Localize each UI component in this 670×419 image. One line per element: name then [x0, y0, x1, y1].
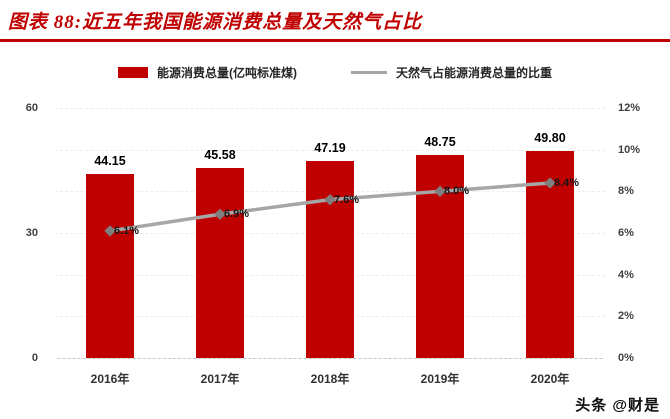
x-axis-label: 2020年: [530, 372, 570, 386]
line-value-label: 8.4%: [554, 177, 580, 189]
y-axis-left-tick: 60: [25, 102, 38, 114]
y-axis-left-tick: 30: [25, 227, 38, 239]
legend: 能源消费总量(亿吨标准煤) 天然气占能源消费总量的比重: [0, 64, 670, 81]
y-axis-right: 0% 2% 4% 6% 8% 10% 12%: [612, 102, 667, 364]
x-axis-label: 2017年: [200, 372, 240, 386]
y-axis-right-tick: 10%: [618, 143, 641, 156]
line-marker-icon: [104, 225, 116, 237]
watermark: 头条 @财是: [575, 397, 660, 414]
line-value-label: 6.9%: [224, 208, 250, 221]
bar-value-label: 45.58: [204, 148, 236, 163]
y-axis-right-tick: 8%: [618, 185, 634, 198]
chart-header: 图表 88:近五年我国能源消费总量及天然气占比: [0, 0, 670, 42]
bar-value-label: 47.19: [314, 141, 346, 156]
legend-line-label: 天然气占能源消费总量的比重: [395, 66, 552, 80]
x-axis-label: 2018年: [310, 372, 350, 386]
line-marker-icon: [324, 194, 336, 206]
y-axis-right-tick: 2%: [618, 310, 634, 323]
x-axis-label: 2016年: [90, 372, 130, 386]
legend-item-bar: 能源消费总量(亿吨标准煤): [117, 64, 297, 81]
y-axis-right-tick: 6%: [618, 227, 634, 239]
gridline: [55, 108, 605, 109]
legend-bar-label: 能源消费总量(亿吨标准煤): [156, 66, 297, 80]
line-marker-icon: [434, 185, 446, 197]
page-title: 图表 88:近五年我国能源消费总量及天然气占比: [8, 12, 423, 33]
line-value-label: 7.6%: [334, 193, 360, 206]
bar: [86, 174, 134, 358]
trend-line: [104, 177, 556, 237]
plot-area: 44.15 2016年 45.58 2017年 47.19 2018年 48.75 2019年…: [55, 108, 605, 386]
line-value-label: 6.1%: [114, 224, 140, 237]
bar: [196, 168, 244, 358]
x-axis-label: 2019年: [420, 372, 460, 386]
y-axis-left: 0 30 60: [0, 102, 48, 364]
y-axis-right-tick: 0%: [618, 352, 634, 364]
bar-value-label: 48.75: [424, 134, 456, 149]
bar-value-label: 44.15: [94, 154, 126, 169]
y-axis-left-tick: 0: [31, 352, 38, 364]
bar-swatch-icon: [117, 67, 148, 78]
gridline: [55, 149, 605, 151]
header-underline: [0, 39, 670, 42]
line-swatch-icon: [350, 71, 387, 74]
y-axis-right-tick: 12%: [618, 102, 641, 114]
legend-item-line: 天然气占能源消费总量的比重: [350, 64, 552, 81]
trend-line-path: [109, 181, 551, 233]
bar-value-label: 49.80: [534, 130, 566, 145]
gridline: [55, 358, 605, 359]
y-axis-right-tick: 4%: [618, 268, 634, 281]
line-value-label: 8.0%: [444, 185, 470, 198]
